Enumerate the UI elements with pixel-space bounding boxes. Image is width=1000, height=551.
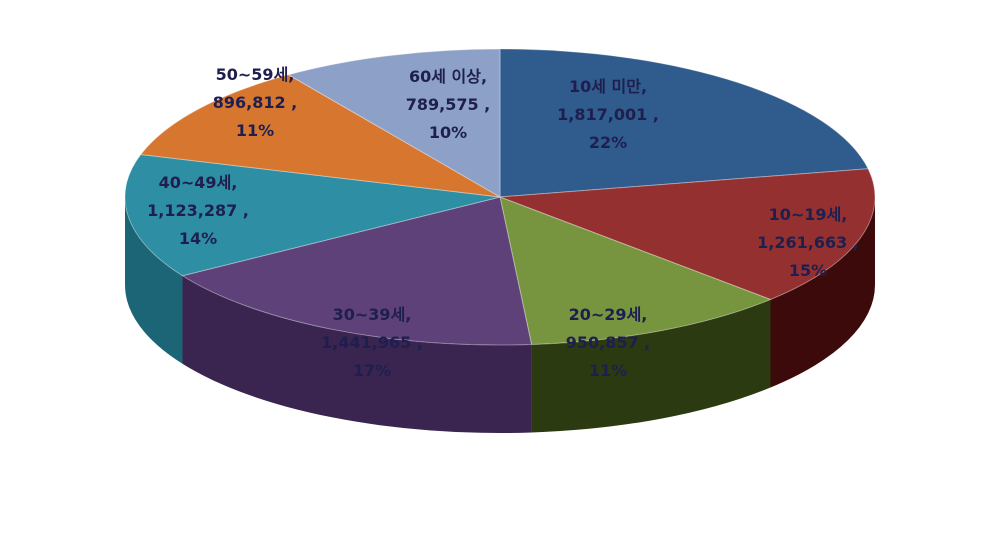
slice-3-side [182, 275, 532, 433]
slice-4-side [125, 197, 183, 364]
slice-3-data-label: 30~39세, 1,441,965 , 17% [321, 305, 423, 380]
slice-3-value: 1,441,965 , [321, 333, 423, 352]
slice-1-percent: 15% [789, 261, 827, 280]
slice-1-value: 1,261,663 , [757, 233, 859, 252]
slice-6-percent: 10% [429, 123, 467, 142]
slice-6-data-label: 60세 이상, 789,575 , 10% [406, 67, 491, 142]
slice-6 [287, 48, 501, 198]
slice-0-label: 10세 미만, [569, 77, 647, 96]
slice-2-side [531, 299, 771, 433]
slice-2-percent: 11% [589, 361, 627, 380]
slice-2-value: 950,857 , [566, 333, 651, 352]
slice-5-value: 896,812 , [213, 93, 298, 112]
slice-0-data-label: 10세 미만, 1,817,001 , 22% [557, 77, 659, 152]
slice-1-label: 10~19세, [769, 205, 848, 224]
slice-1-side [770, 197, 875, 388]
slice-3-percent: 17% [353, 361, 391, 380]
slice-0-percent: 22% [589, 133, 627, 152]
slice-5 [139, 74, 501, 198]
slice-0-value: 1,817,001 , [557, 105, 659, 124]
slice-4-data-label: 40~49세, 1,123,287 , 14% [147, 173, 249, 248]
slice-5-data-label: 50~59세, 896,812 , 11% [213, 65, 298, 140]
slice-5-percent: 11% [236, 121, 274, 140]
slice-6-value: 789,575 , [406, 95, 491, 114]
slice-4-label: 40~49세, [159, 173, 238, 192]
slice-3 [181, 196, 533, 346]
slice-2-data-label: 20~29세, 950,857 , 11% [566, 305, 651, 380]
slice-1-data-label: 10~19세, 1,261,663 , 15% [757, 205, 859, 280]
slice-4-value: 1,123,287 , [147, 201, 249, 220]
slice-4-percent: 14% [179, 229, 217, 248]
slice-3-label: 30~39세, [333, 305, 412, 324]
slice-6-label: 60세 이상, [409, 67, 487, 86]
slice-4 [124, 153, 501, 277]
slice-0 [499, 48, 869, 198]
slice-5-label: 50~59세, [216, 65, 295, 84]
slice-2 [499, 196, 772, 345]
slice-2-label: 20~29세, [569, 305, 648, 324]
slice-1 [499, 168, 876, 301]
